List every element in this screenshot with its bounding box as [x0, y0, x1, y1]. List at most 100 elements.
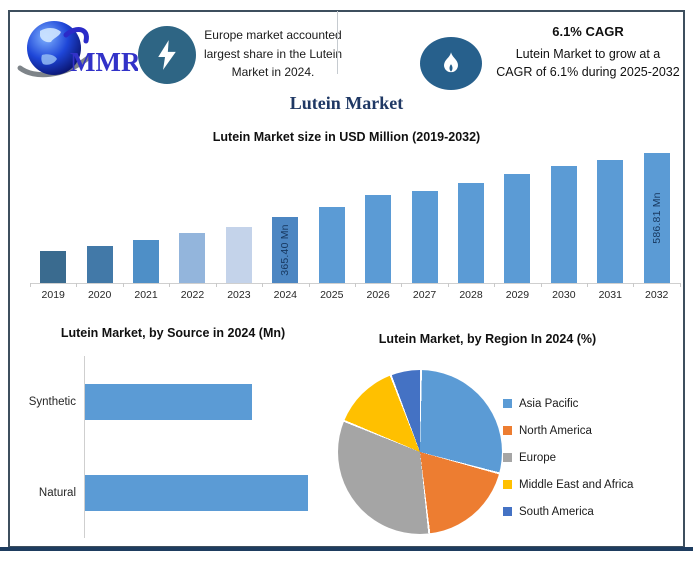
bar-slot: [123, 149, 169, 283]
bar-2020: [86, 245, 113, 283]
bar-2029: [504, 174, 531, 283]
bar-2025: [318, 207, 345, 283]
x-axis-tick: [402, 283, 449, 287]
europe-callout: Europe market accounted largest share in…: [188, 26, 358, 82]
cagr-callout: 6.1% CAGR Lutein Market to grow at a CAG…: [490, 24, 686, 81]
region-legend: Asia Pacific North America Europe Middle Ea…: [503, 390, 633, 525]
x-axis-label: 2031: [598, 289, 622, 301]
legend-swatch: [503, 399, 512, 408]
cagr-title: 6.1% CAGR: [552, 24, 624, 39]
legend-item: Asia Pacific: [503, 390, 633, 417]
legend-swatch: [503, 507, 512, 516]
bar-slot: [30, 149, 76, 283]
bar-slot: [169, 149, 215, 283]
category-label: Synthetic: [28, 395, 76, 408]
x-axis-tick: [310, 283, 356, 287]
lightning-badge: [138, 26, 196, 84]
x-axis-tick: [77, 283, 124, 287]
source-row-synthetic: Synthetic: [29, 356, 335, 447]
flame-badge: [420, 37, 482, 90]
legend-swatch: [503, 453, 512, 462]
source-row-natural: Natural: [39, 447, 335, 538]
x-axis-labels: 2019 2020 2021 2022 2023 2024 2025 2026 2027 2028…: [30, 289, 680, 301]
bar-slot: [216, 149, 262, 283]
x-axis-label: 2024: [273, 289, 297, 301]
region-chart-title: Lutein Market, by Region In 2024 (%): [378, 332, 597, 346]
bar-2022: [179, 232, 206, 283]
x-axis-tick: [542, 283, 589, 287]
x-axis-label: 2032: [645, 289, 669, 301]
x-axis-label: 2021: [134, 289, 158, 301]
region-pie: [338, 370, 502, 534]
bar-value-label: 365.40 Mn: [279, 224, 292, 276]
mmr-logo: MMR: [17, 21, 138, 78]
legend-item: South America: [503, 498, 633, 525]
page-title: Lutein Market: [289, 93, 404, 113]
bar-slot: [587, 149, 633, 283]
x-axis-label: 2019: [41, 289, 65, 301]
bar-2023: [225, 226, 252, 283]
main-bar-plot: 365.40 Mn 586.81 Mn: [30, 149, 680, 284]
category-label: Natural: [38, 486, 76, 499]
x-axis-tick: [634, 283, 681, 287]
bar-slot: [76, 149, 122, 283]
bar-slot: 365.40 Mn: [262, 149, 308, 283]
x-axis-tick: [588, 283, 635, 287]
x-axis-tick: [356, 283, 403, 287]
x-axis-tick: [449, 283, 496, 287]
bar-slot: 586.81 Mn: [633, 149, 679, 283]
cagr-line: Lutein Market to grow at a: [515, 47, 661, 61]
main-chart-title: Lutein Market size in USD Million (2019-…: [212, 130, 481, 144]
x-axis-label: 2026: [366, 289, 390, 301]
x-axis-tick: [217, 283, 264, 287]
bar-value-label: 586.81 Mn: [650, 192, 663, 244]
bar-2021: [133, 239, 160, 283]
legend-label: South America: [519, 505, 594, 518]
bar-2031: [597, 160, 624, 283]
x-axis-label: 2022: [180, 289, 205, 301]
legend-swatch: [503, 426, 512, 435]
europe-callout-line: Europe market accounted: [204, 28, 342, 42]
source-bar-plot: Synthetic Natural: [29, 356, 335, 538]
globe-continent: [41, 54, 57, 65]
legend-swatch: [503, 480, 512, 489]
x-axis-tick: [124, 283, 171, 287]
europe-callout-line: largest share in the Lutein: [203, 46, 343, 61]
bar-2024: 365.40 Mn: [272, 216, 299, 283]
legend-item: Europe: [503, 444, 633, 471]
legend-item: Middle East and Africa: [503, 471, 633, 498]
x-axis-label: 2029: [505, 289, 530, 301]
europe-callout-line: Market in 2024.: [231, 65, 315, 80]
lightning-icon: [158, 40, 176, 70]
bar-2030: [550, 166, 577, 283]
bar-slot: [494, 149, 540, 283]
flame-icon: [444, 51, 458, 72]
header-divider: [337, 11, 338, 74]
bar-slot: [448, 149, 494, 283]
x-axis-tick: [170, 283, 217, 287]
legend-item: North America: [503, 417, 633, 444]
bar-2026: [365, 194, 392, 283]
x-axis-tick: [495, 283, 542, 287]
bottom-rule: [0, 547, 693, 551]
bar-natural: [85, 474, 309, 511]
bar-2028: [458, 183, 484, 283]
bar-slot: [541, 149, 587, 283]
x-axis-label: 2023: [227, 289, 251, 301]
x-axis-label: 2028: [459, 289, 483, 301]
source-chart-title: Lutein Market, by Source in 2024 (Mn): [60, 326, 286, 340]
legend-label: Europe: [519, 451, 557, 464]
x-axis-label: 2030: [552, 289, 576, 301]
bar-2027: [411, 191, 438, 283]
legend-label: Asia Pacific: [519, 397, 579, 410]
x-axis-tick: [263, 283, 310, 287]
bar-synthetic: [85, 383, 252, 420]
legend-label: North America: [519, 424, 592, 437]
bar-2019: [40, 250, 67, 283]
logo-text: MMR: [70, 47, 138, 77]
x-axis-tick: [31, 283, 78, 287]
bar-2032: 586.81 Mn: [643, 152, 670, 283]
logo-swoosh-blue: [63, 27, 89, 44]
bar-slot: [309, 149, 355, 283]
